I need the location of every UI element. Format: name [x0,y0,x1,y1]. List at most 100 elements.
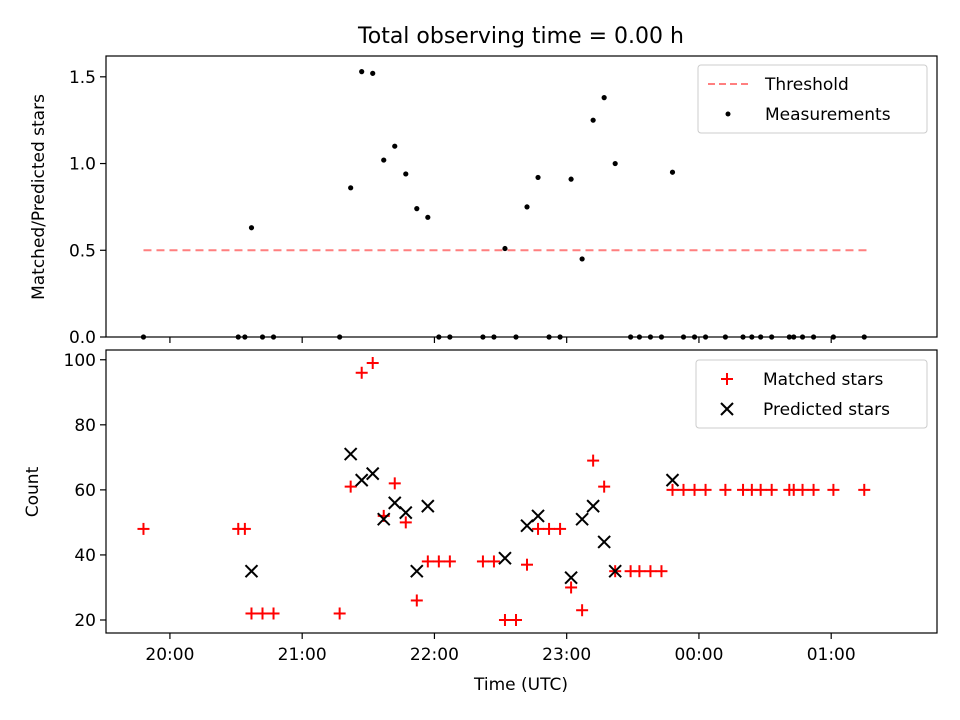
predicted-star-point [498,551,512,565]
ratio-plot-frame [105,55,938,338]
predicted-star-point [608,564,622,578]
predicted-star-point [564,570,578,585]
measurement-point [758,334,764,340]
measurement-point [248,225,255,231]
measurement-point [590,117,596,123]
measurement-point [786,334,792,340]
measurement-point [691,334,698,340]
measurement-point [791,334,797,340]
matched-star-point [443,555,456,568]
y-tick-label: 0.5 [69,241,96,261]
x-tick-label: 00:00 [674,645,723,665]
measurement-point [740,334,746,340]
y-tick-label: 100 [64,351,96,371]
predicted-star-point [665,473,680,487]
matched-star-point [137,522,150,535]
measurement-point [270,334,277,340]
legend-threshold-label: Threshold [764,75,849,95]
x-tick-label: 23:00 [542,645,591,665]
matched-star-point [432,555,445,568]
count-y-ticks: 20 40 60 80 100 [64,351,106,631]
matched-star-point [487,555,500,568]
predicted-star-point [531,509,545,523]
measurement-point [680,334,687,340]
measurement-point [242,334,248,340]
matched-star-point [476,555,489,568]
matched-star-point [366,357,379,370]
x-axis-label: Time (UTC) [473,675,568,695]
measurement-point [502,245,508,252]
x-tick-label: 01:00 [807,645,856,665]
measurement-point [535,174,541,181]
matched-star-point [344,480,357,493]
matched-star-point [644,565,657,578]
measurement-point [799,334,806,340]
x-tick-label: 22:00 [410,645,459,665]
y-tick-label: 40 [74,546,96,566]
measurement-point [370,70,376,76]
measurement-point [647,334,654,340]
legend-matched-swatch [721,373,733,385]
matched-star-point [256,607,269,620]
predicted-star-point [388,496,402,510]
measurement-point [436,334,442,340]
matched-star-point [498,613,511,626]
matched-star-point [796,483,809,496]
predicted-star-point [354,473,369,487]
measurement-point [810,334,817,340]
matched-star-point [666,483,679,496]
matched-star-point [719,483,732,496]
matched-star-point [598,480,611,493]
measurement-point [480,334,486,340]
matched-star-point [699,483,712,496]
measurement-point [359,69,365,75]
legend-predicted-swatch [720,402,734,416]
matched-star-point [688,483,701,496]
predicted-star-point [377,512,391,526]
measurement-point [425,214,431,220]
matched-star-point [754,483,767,496]
y-tick-label: 80 [74,416,96,436]
y-tick-label: 0.0 [69,328,96,348]
matched-star-point [245,607,258,620]
measurement-point [259,334,266,340]
legend-measurements-swatch [725,111,731,117]
matched-star-point [677,483,690,496]
matched-star-point [509,613,522,626]
predicted-star-point [597,535,611,549]
ratio-legend-frame [697,64,928,134]
predicted-star-point [421,499,435,513]
matched-star-point [655,565,668,578]
measurement-point [414,206,420,212]
matched-star-point [267,607,280,620]
x-tick-label: 20:00 [145,645,194,665]
measurement-point [513,334,519,340]
count-x-ticks: 20:00 21:00 22:00 23:00 00:00 01:00 [145,633,856,665]
matched-star-point [238,522,251,535]
measurement-point [235,334,241,340]
measurement-point [830,334,837,340]
legend-measurements-label: Measurements [765,105,891,125]
measurement-point [636,334,643,340]
measurement-point [557,334,563,340]
ratio-legend: Threshold Measurements [697,64,928,134]
measurement-point [769,334,775,340]
measurement-point [491,334,497,340]
count-y-axis-label: Count [23,466,43,517]
measurement-point [601,95,607,101]
measurement-point [447,334,453,340]
measurement-point [381,157,387,163]
matched-star-point [410,594,423,607]
legend-matched-label: Matched stars [763,370,883,390]
measurement-point [612,160,618,167]
matched-star-point [399,516,412,529]
matched-star-point [554,522,567,535]
matched-star-point [565,581,578,594]
ratio-panel: Total observing time = 0.00 h Matched/Pr… [29,24,938,348]
predicted-star-point [575,512,589,526]
matched-star-point [355,366,368,379]
matched-star-point [543,522,556,535]
measurement-point [392,143,398,149]
y-tick-label: 20 [74,611,96,631]
